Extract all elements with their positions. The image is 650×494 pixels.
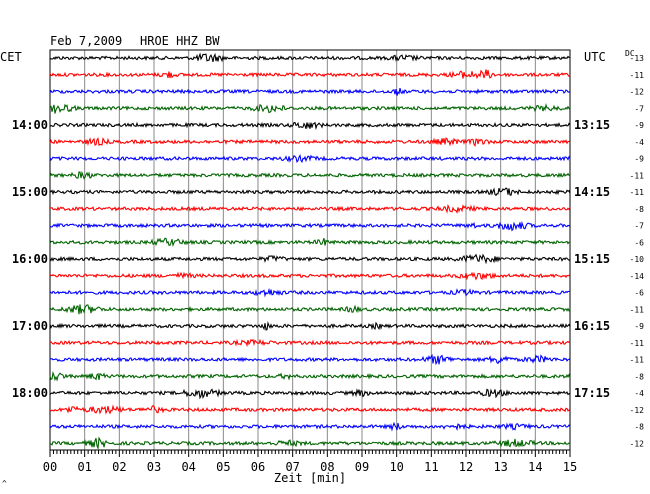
trace-line bbox=[49, 287, 571, 298]
x-axis-ticks: 00 01 02 03 04 05 06 07 08 09 10 11 12 13 14 15 bbox=[43, 450, 577, 474]
x-tick-label: 08 bbox=[320, 460, 334, 474]
right-time-label: 16:15 bbox=[574, 319, 610, 333]
dc-offset-value: -4 bbox=[634, 138, 644, 147]
dc-offset-value: -7 bbox=[634, 222, 644, 231]
dc-offset-value: -11 bbox=[630, 171, 645, 180]
chart-date-title: Feb 7,2009 bbox=[50, 34, 122, 48]
left-time-label: 17:00 bbox=[12, 319, 48, 333]
left-timezone-label: CET bbox=[0, 50, 22, 64]
x-tick-label: 09 bbox=[355, 460, 369, 474]
trace-line bbox=[49, 102, 571, 114]
x-tick-label: 01 bbox=[77, 460, 91, 474]
x-tick-label: 03 bbox=[147, 460, 161, 474]
dc-offset-value: -7 bbox=[634, 104, 644, 113]
trace-line bbox=[49, 436, 571, 451]
trace-line bbox=[49, 320, 571, 331]
trace-line bbox=[49, 52, 570, 63]
left-time-label: 15:00 bbox=[12, 185, 48, 199]
trace-line bbox=[50, 353, 571, 366]
trace-line bbox=[49, 237, 571, 247]
right-timezone-label: UTC bbox=[584, 50, 606, 64]
trace-line bbox=[49, 271, 571, 281]
dc-offset-value: -9 bbox=[634, 155, 644, 164]
x-axis-label: Zeit [min] bbox=[274, 471, 346, 485]
trace-line bbox=[49, 388, 571, 400]
dc-offset-value: -4 bbox=[634, 389, 644, 398]
dc-offset-value: -10 bbox=[630, 255, 645, 264]
corner-mark: ^ bbox=[2, 479, 7, 488]
trace-line bbox=[49, 370, 571, 382]
dc-offset-value: -12 bbox=[630, 406, 645, 415]
dc-offset-value: -6 bbox=[634, 238, 644, 247]
x-tick-label: 05 bbox=[216, 460, 230, 474]
trace-line bbox=[49, 187, 571, 197]
right-time-label: 13:15 bbox=[574, 118, 610, 132]
x-tick-label: 02 bbox=[112, 460, 126, 474]
trace-line bbox=[49, 203, 571, 214]
dc-offset-value: -13 bbox=[630, 54, 645, 63]
dc-offset-value: -8 bbox=[634, 205, 644, 214]
trace-line bbox=[49, 404, 571, 415]
right-time-label: 15:15 bbox=[574, 252, 610, 266]
left-time-label: 16:00 bbox=[12, 252, 48, 266]
trace-line bbox=[49, 121, 571, 131]
x-tick-label: 11 bbox=[424, 460, 438, 474]
trace-line bbox=[49, 170, 571, 180]
x-tick-label: 15 bbox=[563, 460, 577, 474]
right-time-label: 14:15 bbox=[574, 185, 610, 199]
trace-line bbox=[49, 87, 571, 96]
x-tick-label: 04 bbox=[181, 460, 195, 474]
dc-offset-value: -14 bbox=[630, 272, 645, 281]
trace-group bbox=[49, 52, 571, 451]
x-tick-label: 12 bbox=[459, 460, 473, 474]
trace-line bbox=[49, 253, 571, 265]
dc-offset-value: -11 bbox=[630, 71, 645, 80]
chart-station-title: HROE HHZ BW bbox=[140, 34, 220, 48]
dc-offset-value: -9 bbox=[634, 121, 644, 130]
trace-line bbox=[49, 153, 571, 163]
x-tick-label: 00 bbox=[43, 460, 57, 474]
x-tick-label: 13 bbox=[493, 460, 507, 474]
right-time-label: 17:15 bbox=[574, 386, 610, 400]
dc-offset-value: -11 bbox=[630, 356, 645, 365]
time-labels: 14:00 15:00 16:00 17:00 18:00 13:15 14:15 15:15… bbox=[12, 54, 644, 448]
dc-offset-value: -11 bbox=[630, 305, 645, 314]
trace-line bbox=[49, 137, 571, 148]
dc-offset-value: -12 bbox=[630, 88, 645, 97]
trace-line bbox=[49, 69, 571, 80]
dc-offset-value: -8 bbox=[634, 423, 644, 432]
dc-offset-value: -8 bbox=[634, 372, 644, 381]
dc-offset-value: -11 bbox=[630, 188, 645, 197]
trace-line bbox=[49, 421, 571, 432]
left-time-label: 14:00 bbox=[12, 118, 48, 132]
x-tick-label: 14 bbox=[528, 460, 542, 474]
dc-offset-value: -9 bbox=[634, 322, 644, 331]
trace-line bbox=[49, 304, 571, 315]
dc-offset-value: -12 bbox=[630, 439, 645, 448]
dc-offset-value: -6 bbox=[634, 289, 644, 298]
trace-line bbox=[49, 220, 571, 232]
trace-line bbox=[49, 338, 571, 348]
dc-offset-header: DC bbox=[625, 49, 635, 58]
x-tick-label: 07 bbox=[285, 460, 299, 474]
grid-lines bbox=[49, 49, 571, 451]
dc-offset-value: -11 bbox=[630, 339, 645, 348]
x-tick-label: 06 bbox=[251, 460, 265, 474]
x-tick-label: 10 bbox=[389, 460, 403, 474]
left-time-label: 18:00 bbox=[12, 386, 48, 400]
